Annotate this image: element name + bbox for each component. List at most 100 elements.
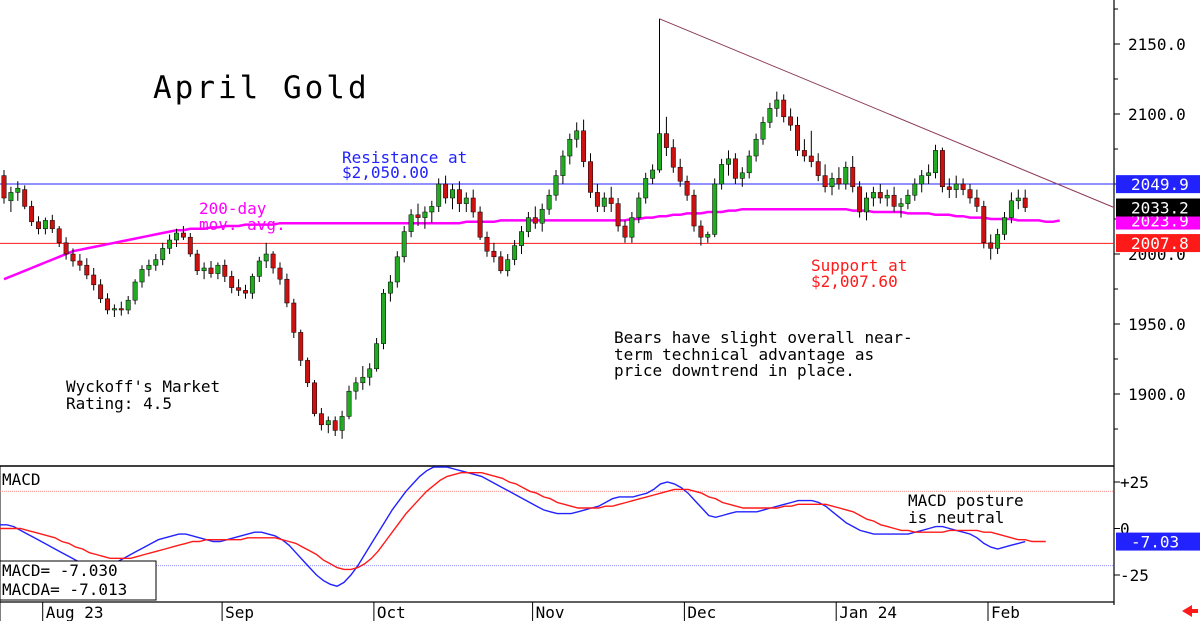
candle-up (201, 267, 207, 272)
macd-y-tick-label: -25 (1120, 566, 1149, 585)
candle-down (960, 183, 966, 190)
candle-down (608, 197, 614, 204)
candle-down (822, 175, 828, 188)
candle-up (767, 108, 773, 123)
candle-down (236, 287, 242, 291)
macd-panel-label: MACD (2, 470, 41, 489)
bears-note-line1: Bears have slight overall near- (614, 328, 913, 347)
candle-down (788, 116, 794, 126)
candle-up (546, 194, 552, 210)
candle-up (629, 217, 635, 238)
candle-down (850, 166, 856, 188)
candle-up (926, 172, 932, 176)
candle-down (581, 130, 587, 162)
candle-up (636, 197, 642, 218)
candle-down (49, 220, 55, 230)
x-tick-label: Nov (536, 603, 565, 621)
candle-down (332, 420, 338, 431)
candle-up (601, 197, 607, 207)
candle-up (8, 192, 14, 202)
candle-up (864, 197, 869, 213)
candle-up (753, 138, 759, 157)
candle-down (98, 284, 104, 300)
candle-down (208, 267, 214, 274)
candle-up (953, 183, 959, 190)
price-tag-label: 2049.9 (1131, 175, 1189, 194)
candle-up (760, 122, 766, 140)
candle-up (325, 420, 331, 426)
scroll-left-arrow-icon[interactable] (1182, 605, 1198, 617)
candle-up (436, 183, 442, 207)
candle-down (684, 180, 690, 196)
ma-200-line (3, 207, 1060, 281)
candle-down (105, 298, 110, 311)
candle-up (1015, 197, 1021, 202)
candle-down (946, 186, 952, 190)
macd-current-tag-label: -7.03 (1131, 533, 1179, 552)
macd-y-tick-label: +25 (1120, 473, 1149, 492)
x-tick-label: Dec (687, 603, 716, 621)
candle-up (912, 183, 918, 196)
candle-down (443, 183, 449, 199)
candle-up (719, 164, 725, 185)
candle-down (594, 192, 600, 207)
candle-down (484, 236, 490, 252)
candle-down (22, 189, 28, 207)
y-tick-label: 1950.0 (1128, 315, 1186, 334)
x-tick-label: Sep (225, 603, 254, 621)
x-tick-label: Jan 24 (839, 603, 897, 621)
candle-up (560, 155, 566, 176)
price-tag-box (1116, 234, 1200, 253)
candle-up (346, 390, 352, 417)
candle-up (726, 158, 731, 165)
candle-up (643, 178, 649, 199)
candle-down (491, 250, 497, 258)
candle-down (470, 197, 476, 213)
candle-down (229, 276, 235, 288)
candle-down (284, 278, 290, 304)
candle-down (194, 253, 200, 272)
ma-label-line1: 200-day (199, 199, 267, 218)
y-tick-label: 1900.0 (1128, 385, 1186, 404)
candle-up (519, 231, 524, 246)
candle-up (512, 245, 518, 260)
axes: 2150.02100.02050.02000.01950.01900.02049… (42, 8, 1200, 621)
candle-up (42, 220, 48, 230)
candle-down (180, 232, 186, 238)
candle-up (933, 150, 938, 174)
candle-up (712, 183, 718, 235)
candle-down (56, 228, 62, 244)
candle-down (415, 214, 421, 218)
candle-up (381, 292, 386, 344)
candle-up (374, 343, 380, 370)
price-tag-label: 2033.2 (1131, 199, 1189, 218)
candle-up (360, 376, 366, 384)
ma-label-line2: mov. avg. (199, 215, 286, 234)
candle-up (553, 175, 559, 196)
candle-up (1008, 200, 1014, 218)
candle-down (222, 264, 228, 277)
wyckoff-line2: Rating: 4.5 (66, 394, 172, 413)
candle-up (132, 281, 138, 301)
candle-down (63, 242, 69, 255)
candle-up (505, 259, 511, 272)
candle-up (567, 138, 573, 157)
price-panel (0, 18, 1116, 439)
macd-posture-line1: MACD posture (908, 491, 1024, 510)
candle-down (1022, 197, 1028, 208)
candle-down (974, 197, 980, 207)
candle-up (429, 206, 435, 213)
candle-up (256, 260, 262, 277)
macd-line (0, 466, 1026, 587)
y-tick-label: 2150.0 (1128, 35, 1186, 54)
candle-down (815, 161, 821, 176)
candle-down (187, 236, 193, 255)
candle-down (498, 256, 504, 272)
candle-up (1002, 217, 1007, 235)
candle-down (795, 124, 800, 151)
candle-up (394, 256, 400, 283)
candle-down (891, 194, 897, 207)
macd-readout-box (0, 560, 157, 601)
candle-up (657, 133, 662, 171)
candle-down (1, 175, 7, 199)
